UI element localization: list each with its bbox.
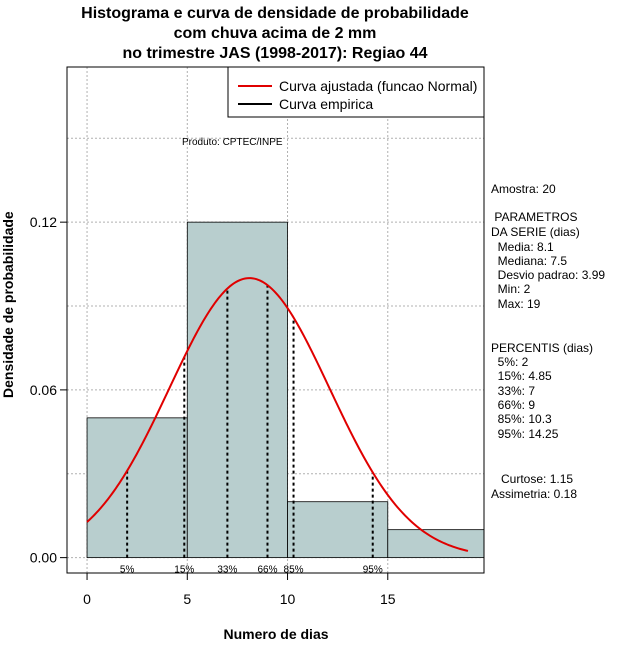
percentile-label: 66% [257,565,277,576]
stats-max: Max: 19 [491,297,541,311]
stats-min: Min: 2 [491,282,531,296]
title-line-1: Histograma e curva de densidade de proba… [81,5,469,22]
histogram-bar [86,417,188,559]
chart-title: Histograma e curva de densidade de proba… [0,4,550,64]
histogram-bar [387,529,485,559]
x-tick-label: 5 [183,591,191,607]
stats-p33: 33%: 7 [491,384,536,398]
x-tick-label: 10 [280,591,296,607]
x-tick-label: 15 [380,591,396,607]
stats-percentis-title: PERCENTIS (dias) [491,341,594,355]
percentile-label: 5% [120,565,135,576]
stats-curtose: Curtose: 1.15 [491,472,574,486]
percentile-label: 95% [363,565,383,576]
bars-layer [86,221,485,559]
stats-p15: 15%: 4.85 [491,369,552,383]
legend: Curva ajustada (funcao Normal) Curva emp… [227,66,485,118]
percentile-label: 85% [284,565,304,576]
percentile-layer: 5% 15% 33% 66% 85% 95% [120,285,383,576]
stats-p95: 95%: 14.25 [491,427,559,441]
product-annotation: Produto: CPTEC/INPE [182,137,283,148]
stats-parametros-title-1: PARAMETROS [491,210,578,224]
fitted-normal-curve [86,277,469,552]
title-line-2: com chuva acima de 2 mm [173,25,377,42]
y-tick-label: 0.06 [30,382,57,398]
stats-assimetria: Assimetria: 0.18 [491,487,578,501]
percentile-label: 33% [217,565,237,576]
title-line-3: no trimestre JAS (1998-2017): Regiao 44 [122,45,428,62]
percentile-label: 15% [174,565,194,576]
y-tick-label: 0.00 [30,550,57,566]
histogram-bar [186,221,288,559]
histogram-bar [287,501,389,559]
stats-desvio: Desvio padrao: 3.99 [491,268,606,282]
stats-parametros-title-2: DA SERIE (dias) [491,225,580,239]
legend-label-empirical: Curva empirica [279,96,373,112]
x-axis-label: Numero de dias [223,626,329,642]
legend-label-fit: Curva ajustada (funcao Normal) [279,78,477,94]
y-axis-label: Densidade de probabilidade [0,211,16,398]
stats-p66: 66%: 9 [491,398,536,412]
stats-mediana: Mediana: 7.5 [491,254,568,268]
legend-box [227,66,485,118]
y-tick-label: 0.12 [30,214,57,230]
stats-media: Media: 8.1 [491,240,554,254]
stats-p85: 85%: 10.3 [491,412,552,426]
curve-layer [86,277,469,552]
stats-p5: 5%: 2 [491,355,529,369]
stats-amostra: Amostra: 20 [491,182,556,196]
x-tick-label: 0 [83,591,91,607]
